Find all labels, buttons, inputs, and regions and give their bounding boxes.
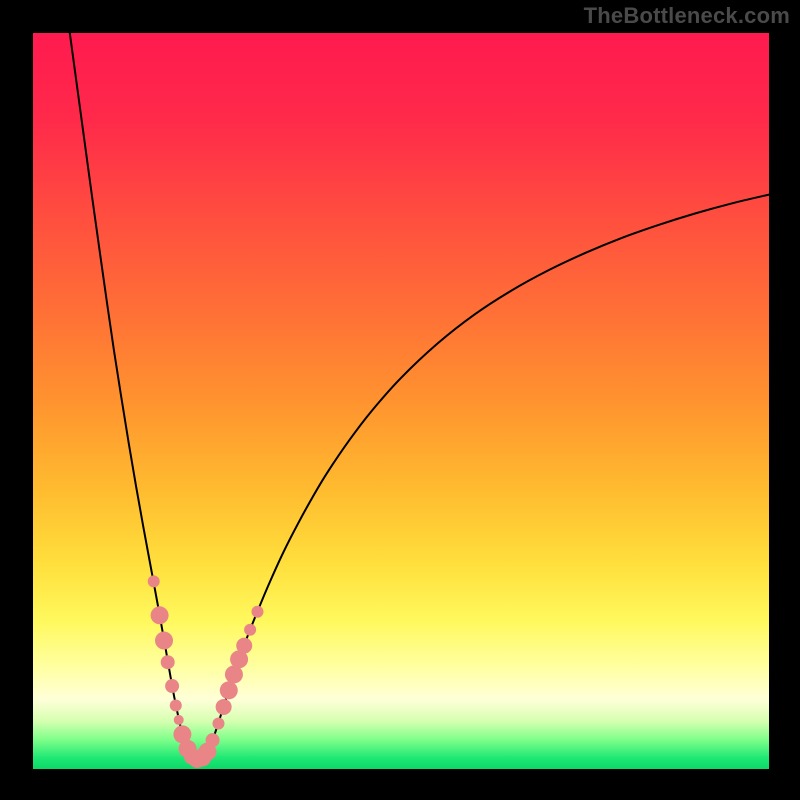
data-marker <box>148 575 160 587</box>
data-marker <box>165 679 179 693</box>
data-marker <box>251 606 263 618</box>
data-marker <box>151 606 169 624</box>
data-marker <box>220 681 238 699</box>
data-marker <box>244 624 256 636</box>
data-marker <box>174 715 184 725</box>
data-marker <box>236 638 252 654</box>
bottleneck-curve-chart <box>0 0 800 800</box>
data-marker <box>212 718 224 730</box>
chart-container: TheBottleneck.com <box>0 0 800 800</box>
watermark-text: TheBottleneck.com <box>584 3 790 29</box>
chart-plot-background <box>33 33 769 769</box>
data-marker <box>216 699 232 715</box>
data-marker <box>170 700 182 712</box>
data-marker <box>155 632 173 650</box>
data-marker <box>161 655 175 669</box>
data-marker <box>206 733 220 747</box>
